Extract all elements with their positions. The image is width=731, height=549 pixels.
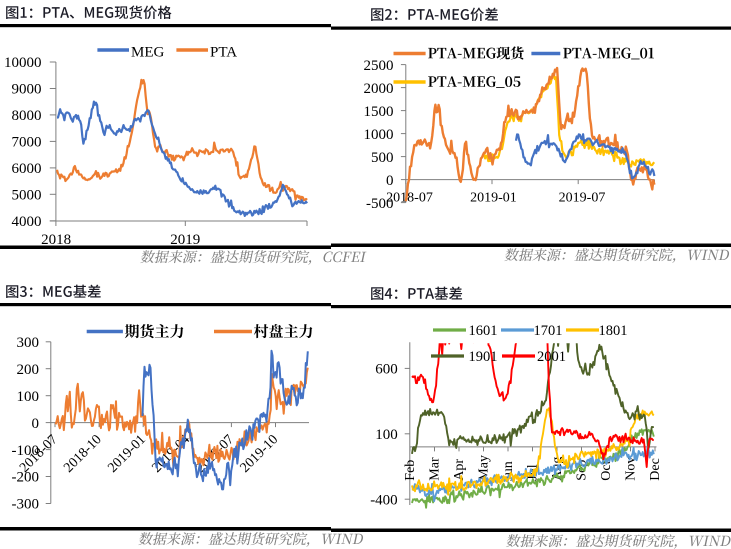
svg-text:2001: 2001 — [537, 349, 566, 365]
svg-text:0: 0 — [386, 173, 394, 189]
svg-text:1901: 1901 — [469, 349, 498, 365]
svg-text:Dec: Dec — [648, 458, 663, 481]
svg-text:2019: 2019 — [170, 232, 200, 248]
svg-text:PTA: PTA — [210, 44, 237, 60]
svg-text:5000: 5000 — [12, 188, 42, 204]
svg-text:May: May — [477, 455, 492, 481]
svg-text:Oct: Oct — [599, 460, 614, 480]
svg-text:MEG: MEG — [131, 44, 165, 60]
svg-text:10000: 10000 — [4, 55, 42, 71]
svg-text:100: 100 — [375, 427, 398, 443]
svg-text:2000: 2000 — [364, 81, 394, 97]
svg-text:8000: 8000 — [12, 108, 42, 124]
svg-text:Mar: Mar — [428, 457, 443, 481]
svg-text:600: 600 — [375, 362, 398, 378]
svg-text:-100: -100 — [12, 443, 40, 459]
svg-text:2019-07: 2019-07 — [559, 191, 606, 206]
svg-text:6000: 6000 — [12, 161, 42, 177]
svg-text:7000: 7000 — [12, 135, 42, 151]
svg-text:300: 300 — [17, 335, 40, 351]
svg-text:2018: 2018 — [41, 232, 71, 248]
svg-text:1801: 1801 — [599, 323, 628, 339]
svg-text:Feb: Feb — [403, 460, 418, 481]
svg-text:1701: 1701 — [534, 323, 563, 339]
svg-text:-300: -300 — [12, 497, 40, 513]
svg-text:Nov: Nov — [624, 457, 639, 481]
svg-text:2019-01: 2019-01 — [470, 191, 517, 206]
svg-text:2500: 2500 — [364, 58, 394, 74]
svg-text:4000: 4000 — [12, 214, 42, 230]
svg-text:-500: -500 — [366, 196, 394, 212]
svg-text:0: 0 — [32, 416, 40, 432]
svg-text:2018-07: 2018-07 — [386, 191, 433, 206]
svg-text:-200: -200 — [12, 470, 40, 486]
svg-text:9000: 9000 — [12, 82, 42, 98]
svg-text:1601: 1601 — [469, 323, 498, 339]
svg-text:500: 500 — [371, 150, 394, 166]
svg-text:200: 200 — [17, 362, 40, 378]
svg-text:100: 100 — [17, 389, 40, 405]
svg-text:1000: 1000 — [364, 127, 394, 143]
svg-text:1500: 1500 — [364, 104, 394, 120]
svg-text:Apr: Apr — [452, 459, 467, 481]
svg-text:-400: -400 — [370, 492, 398, 508]
